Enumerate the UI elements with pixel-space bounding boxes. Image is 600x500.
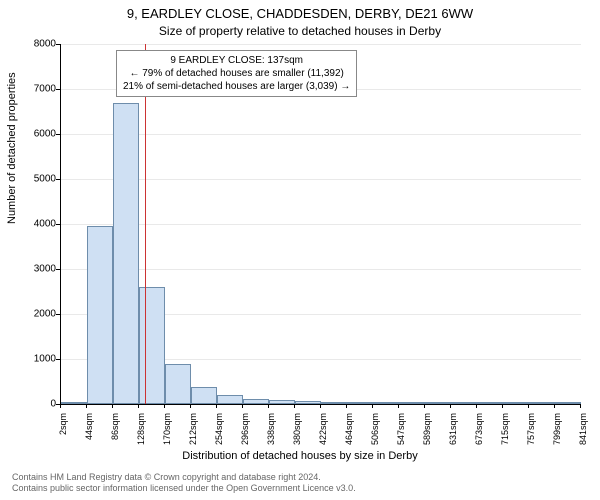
xtick-label: 631sqm	[448, 413, 458, 453]
annotation-box: 9 EARDLEY CLOSE: 137sqm← 79% of detached…	[116, 50, 357, 97]
histogram-bar	[87, 226, 113, 404]
xtick-mark	[164, 404, 165, 408]
gridline-h	[61, 224, 581, 225]
xtick-label: 128sqm	[136, 413, 146, 453]
xtick-mark	[112, 404, 113, 408]
chart-title: 9, EARDLEY CLOSE, CHADDESDEN, DERBY, DE2…	[0, 6, 600, 21]
annotation-line: 9 EARDLEY CLOSE: 137sqm	[123, 54, 350, 67]
xtick-mark	[294, 404, 295, 408]
histogram-bar	[555, 402, 581, 404]
gridline-h	[61, 44, 581, 45]
ytick-label: 0	[30, 399, 56, 410]
histogram-bar	[269, 400, 295, 404]
xtick-mark	[190, 404, 191, 408]
xtick-mark	[372, 404, 373, 408]
histogram-bar	[113, 103, 139, 405]
histogram-bar	[347, 402, 373, 404]
ytick-label: 1000	[30, 354, 56, 365]
xtick-label: 254sqm	[214, 413, 224, 453]
ytick-mark	[56, 224, 60, 225]
xtick-label: 86sqm	[110, 413, 120, 453]
ytick-mark	[56, 89, 60, 90]
xtick-mark	[242, 404, 243, 408]
xtick-label: 506sqm	[370, 413, 380, 453]
xtick-mark	[476, 404, 477, 408]
xtick-mark	[216, 404, 217, 408]
xtick-label: 757sqm	[526, 413, 536, 453]
ytick-label: 5000	[30, 174, 56, 185]
ytick-label: 7000	[30, 84, 56, 95]
xtick-label: 547sqm	[396, 413, 406, 453]
gridline-h	[61, 134, 581, 135]
ytick-mark	[56, 359, 60, 360]
histogram-bar	[425, 402, 451, 404]
xtick-mark	[450, 404, 451, 408]
histogram-bar	[139, 287, 165, 404]
xtick-label: 44sqm	[84, 413, 94, 453]
ytick-label: 4000	[30, 219, 56, 230]
histogram-bar	[191, 387, 217, 404]
histogram-bar	[399, 402, 425, 404]
xtick-label: 170sqm	[162, 413, 172, 453]
ytick-mark	[56, 44, 60, 45]
xtick-mark	[424, 404, 425, 408]
xtick-mark	[320, 404, 321, 408]
histogram-chart: 9, EARDLEY CLOSE, CHADDESDEN, DERBY, DE2…	[0, 0, 600, 500]
ytick-mark	[56, 179, 60, 180]
xtick-mark	[528, 404, 529, 408]
chart-subtitle: Size of property relative to detached ho…	[0, 24, 600, 38]
histogram-bar	[295, 401, 321, 404]
histogram-bar	[503, 402, 529, 404]
ytick-mark	[56, 314, 60, 315]
xtick-mark	[580, 404, 581, 408]
footer-line: Contains HM Land Registry data © Crown c…	[12, 472, 356, 483]
xtick-mark	[60, 404, 61, 408]
histogram-bar	[529, 402, 555, 404]
xtick-label: 2sqm	[58, 413, 68, 453]
ytick-label: 3000	[30, 264, 56, 275]
xtick-mark	[86, 404, 87, 408]
footer-line: Contains public sector information licen…	[12, 483, 356, 494]
annotation-line: ← 79% of detached houses are smaller (11…	[123, 67, 350, 80]
histogram-bar	[243, 399, 269, 404]
ytick-mark	[56, 269, 60, 270]
xtick-mark	[502, 404, 503, 408]
xtick-label: 296sqm	[240, 413, 250, 453]
xtick-label: 464sqm	[344, 413, 354, 453]
ytick-mark	[56, 134, 60, 135]
xtick-label: 380sqm	[292, 413, 302, 453]
highlight-line	[145, 44, 146, 404]
footer-attribution: Contains HM Land Registry data © Crown c…	[12, 472, 356, 494]
xtick-label: 673sqm	[474, 413, 484, 453]
histogram-bar	[321, 402, 347, 404]
ytick-label: 8000	[30, 39, 56, 50]
histogram-bar	[217, 395, 243, 404]
xtick-label: 841sqm	[578, 413, 588, 453]
xtick-mark	[398, 404, 399, 408]
xtick-label: 715sqm	[500, 413, 510, 453]
xtick-mark	[268, 404, 269, 408]
xtick-mark	[346, 404, 347, 408]
xtick-label: 422sqm	[318, 413, 328, 453]
ytick-label: 6000	[30, 129, 56, 140]
histogram-bar	[373, 402, 399, 404]
xtick-label: 799sqm	[552, 413, 562, 453]
xtick-label: 589sqm	[422, 413, 432, 453]
gridline-h	[61, 179, 581, 180]
histogram-bar	[477, 402, 503, 404]
histogram-bar	[165, 364, 191, 404]
xtick-label: 212sqm	[188, 413, 198, 453]
annotation-line: 21% of semi-detached houses are larger (…	[123, 80, 350, 93]
xtick-label: 338sqm	[266, 413, 276, 453]
xtick-mark	[554, 404, 555, 408]
y-axis-label: Number of detached properties	[6, 72, 18, 224]
gridline-h	[61, 269, 581, 270]
xtick-mark	[138, 404, 139, 408]
plot-area	[60, 44, 581, 405]
ytick-label: 2000	[30, 309, 56, 320]
histogram-bar	[61, 402, 87, 404]
histogram-bar	[451, 402, 477, 404]
